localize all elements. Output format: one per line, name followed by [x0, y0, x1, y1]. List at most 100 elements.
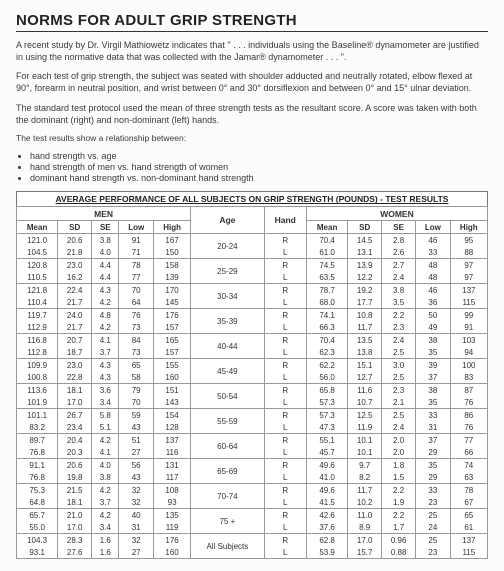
table-cell: 39 — [416, 359, 451, 372]
table-cell: 56 — [119, 459, 154, 472]
table-cell: 112.9 — [17, 321, 58, 334]
col-sd: SD — [58, 221, 92, 234]
table-cell: 14.5 — [348, 234, 382, 247]
table-cell: R — [264, 309, 306, 322]
table-cell: 23 — [416, 546, 451, 559]
table-cell: 2.4 — [382, 271, 416, 284]
table-cell: 35 — [416, 459, 451, 472]
table-cell: 137 — [153, 434, 190, 447]
table-cell: 3.8 — [382, 284, 416, 297]
table-cell: L — [264, 521, 306, 534]
table-cell: 62.2 — [306, 359, 347, 372]
table-cell: 63 — [450, 471, 487, 484]
table-cell: 28.3 — [58, 534, 92, 547]
table-cell: 33 — [416, 246, 451, 259]
table-cell: 24.0 — [58, 309, 92, 322]
table-cell: 43 — [119, 471, 154, 484]
table-cell: 93.1 — [17, 546, 58, 559]
table-cell: 1.5 — [382, 471, 416, 484]
table-cell: 62.3 — [306, 346, 347, 359]
table-cell: R — [264, 284, 306, 297]
table-cell: 4.8 — [92, 309, 119, 322]
table-cell: 65 — [119, 359, 154, 372]
table-cell: 25 — [416, 534, 451, 547]
table-cell: 67 — [450, 496, 487, 509]
table-cell: 103 — [450, 334, 487, 347]
col-hand: Hand — [264, 207, 306, 234]
table-cell: 4.2 — [92, 296, 119, 309]
table-cell: 38 — [416, 384, 451, 397]
intro-p4: The test results show a relationship bet… — [16, 133, 488, 144]
table-cell: 11.6 — [348, 384, 382, 397]
table-cell: 91.1 — [17, 459, 58, 472]
table-cell: 110.4 — [17, 296, 58, 309]
table-cell: 74.5 — [306, 259, 347, 272]
table-cell: L — [264, 296, 306, 309]
group-women: WOMEN — [306, 207, 487, 221]
table-cell: 50-54 — [191, 384, 264, 409]
table-cell: 41.0 — [306, 471, 347, 484]
table-cell: 4.2 — [92, 509, 119, 522]
table-cell: 2.8 — [382, 234, 416, 247]
col-high: High — [153, 221, 190, 234]
table-cell: 62.8 — [306, 534, 347, 547]
table-cell: 2.2 — [382, 484, 416, 497]
table-cell: 97 — [450, 271, 487, 284]
table-cell: 20.7 — [58, 334, 92, 347]
table-cell: 145 — [153, 296, 190, 309]
table-cell: L — [264, 546, 306, 559]
table-cell: 31 — [416, 421, 451, 434]
col-se: SE — [92, 221, 119, 234]
table-cell: 38 — [416, 334, 451, 347]
table-cell: 151 — [153, 384, 190, 397]
intro-p2: For each test of grip strength, the subj… — [16, 70, 488, 94]
table-cell: 2.2 — [382, 509, 416, 522]
table-cell: 23.4 — [58, 421, 92, 434]
table-cell: 4.0 — [92, 246, 119, 259]
table-cell: 99 — [450, 309, 487, 322]
col-mean: Mean — [306, 221, 347, 234]
table-cell: 18.7 — [58, 346, 92, 359]
table-cell: 135 — [153, 509, 190, 522]
table-cell: 31 — [119, 521, 154, 534]
table-cell: L — [264, 371, 306, 384]
table-cell: 25 — [416, 509, 451, 522]
table-cell: L — [264, 396, 306, 409]
table-cell: 170 — [153, 284, 190, 297]
table-cell: 108 — [153, 484, 190, 497]
table-cell: 75 + — [191, 509, 264, 534]
relationships-list: hand strength vs. age hand strength of m… — [16, 151, 488, 183]
table-cell: 64 — [119, 296, 154, 309]
table-cell: 3.0 — [382, 359, 416, 372]
table-cell: 20.3 — [58, 446, 92, 459]
table-cell: 9.7 — [348, 459, 382, 472]
table-cell: 21.0 — [58, 509, 92, 522]
table-cell: 101.1 — [17, 409, 58, 422]
table-cell: 77 — [119, 271, 154, 284]
table-cell: R — [264, 259, 306, 272]
table-cell: 46 — [416, 234, 451, 247]
table-cell: L — [264, 346, 306, 359]
table-cell: 43 — [119, 421, 154, 434]
table-cell: 24 — [416, 521, 451, 534]
table-cell: 2.3 — [382, 321, 416, 334]
table-cell: 23.0 — [58, 359, 92, 372]
table-cell: 20-24 — [191, 234, 264, 259]
table-cell: 154 — [153, 409, 190, 422]
col-sd: SD — [348, 221, 382, 234]
table-cell: 61.0 — [306, 246, 347, 259]
table-cell: 15.1 — [348, 359, 382, 372]
table-cell: 53.9 — [306, 546, 347, 559]
table-cell: 4.0 — [92, 459, 119, 472]
table-cell: 115 — [450, 296, 487, 309]
table-cell: 41.5 — [306, 496, 347, 509]
table-cell: 2.0 — [382, 446, 416, 459]
table-cell: R — [264, 409, 306, 422]
table-cell: 70-74 — [191, 484, 264, 509]
table-cell: 66 — [450, 446, 487, 459]
table-cell: 22.4 — [58, 284, 92, 297]
table-cell: 150 — [153, 246, 190, 259]
table-cell: 110.5 — [17, 271, 58, 284]
table-cell: 63.5 — [306, 271, 347, 284]
table-cell: R — [264, 484, 306, 497]
